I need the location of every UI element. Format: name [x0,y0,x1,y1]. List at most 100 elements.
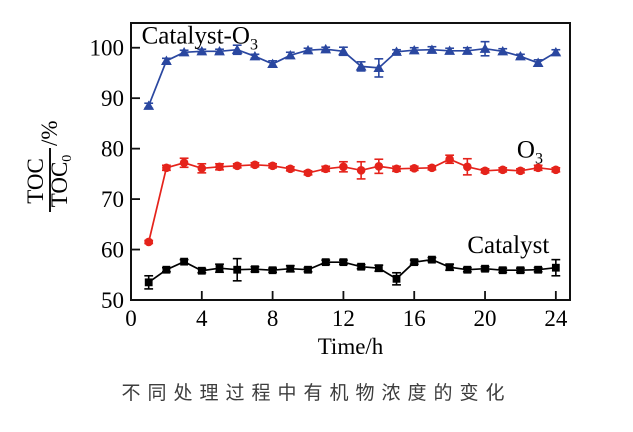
marker-square [339,258,348,267]
marker-triangle [408,44,420,55]
marker-triangle [196,45,208,56]
marker-triangle [426,44,438,54]
marker-square [392,274,401,283]
marker-square [233,265,242,274]
y-axis-title-units: /% [37,120,62,146]
series-label: Catalyst-O3 [142,23,258,54]
x-tick-label: 12 [332,306,355,331]
marker-triangle [338,45,349,56]
marker-circle [533,163,543,173]
marker-circle [232,161,242,171]
marker-circle [250,160,260,170]
marker-triangle [355,61,367,71]
marker-triangle [249,51,261,61]
marker-circle [321,164,331,174]
marker-circle [463,162,472,172]
y-axis-title: TOC TOC0 /% [23,120,75,212]
marker-circle [268,161,277,171]
marker-circle [356,166,366,175]
marker-triangle [479,43,491,53]
marker-triangle [284,49,296,60]
x-tick-label: 16 [403,306,426,331]
marker-square [215,264,224,273]
marker-square [357,262,366,271]
x-tick-label: 20 [474,306,497,331]
y-tick-label: 100 [90,36,125,61]
series-o3 [144,154,561,247]
marker-triangle [444,45,456,55]
marker-triangle [515,51,526,61]
marker-circle [215,162,224,172]
marker-square [251,265,259,274]
marker-circle [551,165,561,175]
marker-square [463,265,472,274]
marker-triangle [143,100,155,110]
marker-circle [179,158,189,168]
marker-circle [480,166,490,176]
marker-triangle [267,58,279,68]
marker-square [374,264,383,273]
marker-square [410,258,419,267]
marker-circle [427,163,437,173]
marker-triangle [178,46,190,57]
marker-circle [339,162,348,172]
marker-circle [498,165,508,175]
marker-triangle [231,44,243,54]
marker-circle [392,164,401,174]
marker-square [481,264,489,273]
marker-triangle [532,57,544,67]
y-axis-title-numerator: TOC [23,158,48,204]
series-catalyst [144,255,561,290]
series-label: O3 [517,137,543,168]
marker-triangle [497,45,509,56]
marker-square [180,257,189,266]
series-line [148,258,556,283]
marker-circle [286,164,295,174]
toc-chart: 0 4 8 12 16 20 24 Time/h 50 60 70 80 90 100 TOC TOC0 /% C… [23,22,571,359]
y-axis-title-denominator: TOC0 [47,155,75,208]
marker-triangle [373,62,385,73]
marker-circle [374,161,384,171]
marker-square [197,266,206,275]
marker-circle [409,164,419,173]
marker-circle [516,166,525,176]
series-line [147,47,557,107]
marker-square [321,258,330,267]
figure-caption: 不同处理过程中有机物浓度的变化 [121,383,512,404]
marker-square [445,263,454,272]
x-axis: 0 4 8 12 16 20 24 Time/h [125,291,568,359]
y-axis: 50 60 70 80 90 100 [90,36,140,313]
marker-triangle [161,55,172,65]
series-catalyst-o3 [143,40,562,110]
marker-circle [197,164,207,173]
marker-triangle [214,45,225,56]
marker-circle [445,154,454,164]
y-tick-label: 60 [101,238,124,263]
x-tick-label: 24 [544,306,568,331]
x-tick-label: 4 [196,306,208,331]
marker-square [534,265,543,274]
y-tick-label: 70 [101,187,124,212]
y-tick-label: 80 [101,137,124,162]
marker-square [304,265,312,274]
marker-circle [144,237,154,247]
series-label: Catalyst [467,232,549,259]
x-tick-label: 8 [267,306,279,331]
marker-triangle [550,46,562,57]
marker-square [162,265,171,274]
marker-triangle [320,43,332,54]
marker-square [516,266,525,275]
marker-square [498,266,507,275]
marker-square [144,278,153,287]
series-line [147,158,556,243]
marker-circle [162,163,171,173]
marker-square [551,263,560,272]
marker-circle [303,168,313,178]
marker-square [268,266,277,275]
marker-square [286,264,295,273]
plot-frame [130,22,571,301]
x-axis-title: Time/h [318,334,384,359]
x-tick-label: 0 [125,306,137,331]
y-tick-label: 50 [101,288,124,313]
